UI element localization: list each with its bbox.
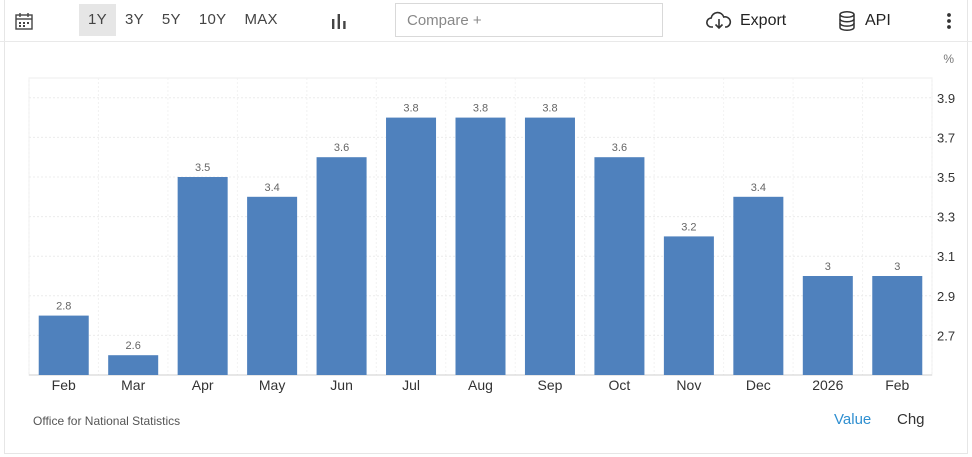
x-tick-label: Aug [468, 377, 493, 393]
value-toggle[interactable]: Value [834, 411, 872, 428]
data-label: 3 [825, 261, 831, 273]
range-selector: 1Y 3Y 5Y 10Y MAX [79, 4, 287, 36]
bar[interactable] [316, 157, 367, 375]
bar-chart-icon[interactable] [330, 11, 348, 31]
data-label: 3.2 [681, 221, 696, 233]
vertical-dots-icon[interactable] [942, 10, 956, 32]
x-tick-label: Feb [885, 377, 909, 393]
data-label: 3.8 [473, 103, 488, 115]
bar[interactable] [38, 315, 89, 375]
bar[interactable] [802, 276, 853, 375]
bar[interactable] [663, 236, 714, 375]
chg-toggle[interactable]: Chg [897, 411, 925, 428]
range-1y-button[interactable]: 1Y [79, 4, 116, 36]
x-tick-label: Feb [52, 377, 76, 393]
data-label: 3 [894, 261, 900, 273]
data-labels: 2.8 2.6 3.5 3.4 3.6 3.8 3.8 3.8 3.6 3.2 3.4 3 3 [56, 103, 900, 353]
chart-panel [4, 0, 968, 454]
y-tick-label: 3.7 [937, 130, 955, 145]
bar[interactable] [872, 276, 923, 375]
bar[interactable] [247, 196, 298, 375]
database-icon [839, 10, 855, 32]
range-10y-button[interactable]: 10Y [198, 11, 227, 28]
export-button[interactable]: Export [706, 6, 786, 36]
data-label: 3.5 [195, 162, 210, 174]
bars [38, 117, 923, 375]
compare-input[interactable] [395, 3, 663, 37]
bar[interactable] [524, 117, 575, 375]
bar[interactable] [733, 196, 784, 375]
cloud-download-icon [706, 11, 732, 30]
calendar-icon[interactable] [14, 11, 34, 31]
range-max-button[interactable]: MAX [244, 11, 278, 28]
api-label: API [865, 12, 891, 29]
y-tick-label: 2.7 [937, 328, 955, 343]
api-button[interactable]: API [837, 6, 891, 36]
data-label: 3.8 [542, 103, 557, 115]
data-label: 3.4 [751, 182, 766, 194]
x-tick-label: Jul [402, 377, 420, 393]
bar[interactable] [177, 177, 228, 375]
bar[interactable] [108, 355, 159, 375]
x-tick-label: Dec [746, 377, 771, 393]
bar[interactable] [386, 117, 437, 375]
x-tick-label: Jun [330, 377, 353, 393]
data-label: 3.6 [334, 142, 349, 154]
y-axis-unit: % [943, 52, 954, 66]
x-axis-ticks: Feb Mar Apr May Jun Jul Aug Sep Oct Nov Dec 2026 Feb [52, 377, 910, 393]
bar[interactable] [455, 117, 506, 375]
bar[interactable] [594, 157, 645, 375]
y-tick-label: 3.3 [937, 210, 955, 225]
data-label: 2.8 [56, 301, 71, 313]
y-tick-label: 2.9 [937, 289, 955, 304]
data-label: 3.4 [264, 182, 279, 194]
x-tick-label: May [259, 377, 285, 393]
x-tick-label: Apr [192, 377, 214, 393]
toolbar: 1Y 3Y 5Y 10Y MAX Export API [0, 0, 972, 42]
y-tick-label: 3.1 [937, 249, 955, 264]
y-tick-label: 3.5 [937, 170, 955, 185]
x-tick-label: 2026 [812, 377, 843, 393]
export-label: Export [740, 12, 787, 29]
x-tick-label: Mar [121, 377, 145, 393]
range-3y-button[interactable]: 3Y [124, 11, 144, 28]
data-label: 3.8 [403, 103, 418, 115]
x-tick-label: Sep [538, 377, 563, 393]
y-tick-label: 3.9 [937, 91, 955, 106]
source-text: Office for National Statistics [33, 414, 181, 428]
range-5y-button[interactable]: 5Y [161, 11, 181, 28]
x-tick-label: Nov [676, 377, 701, 393]
y-axis-ticks: 2.7 2.9 3.1 3.3 3.5 3.7 3.9 [937, 91, 955, 344]
x-tick-label: Oct [609, 377, 631, 393]
bar-chart: % 2.8 2.6 3.5 3.4 3.6 3.8 3.8 3.8 3.6 3.2 3.4 3 3 Fe… [28, 52, 955, 393]
data-label: 2.6 [126, 340, 141, 352]
data-label: 3.6 [612, 142, 627, 154]
